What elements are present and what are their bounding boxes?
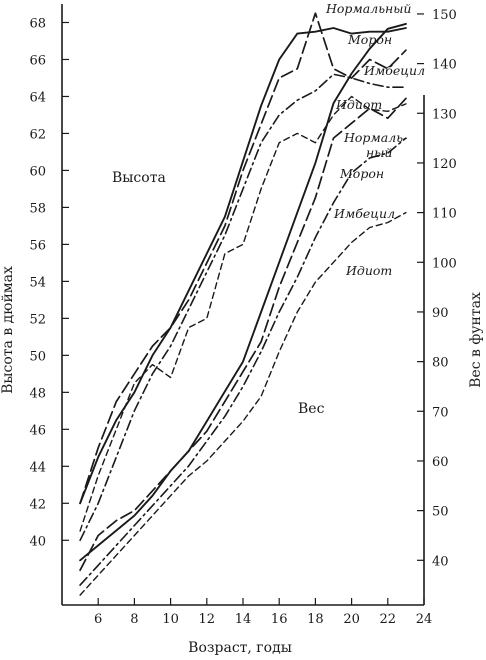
left-tick-label: 50 [29, 349, 46, 364]
right-tick-label: 50 [432, 505, 449, 520]
left-axis-ticks: 40 42 44 46 48 50 52 54 56 58 60 62 64 66 68 [29, 16, 69, 549]
left-tick-label: 42 [29, 497, 46, 512]
weight-series-line-1 [79, 97, 407, 572]
left-tick-label: 44 [29, 460, 46, 475]
x-tick-label: 20 [343, 612, 360, 627]
right-tick-label: 110 [432, 207, 457, 222]
group-label-height: Высота [112, 170, 166, 186]
weight-series-label: Нормаль-ный [343, 130, 407, 160]
right-tick-label: 140 [432, 58, 457, 73]
x-tick-label: 18 [307, 612, 324, 627]
left-tick-label: 66 [29, 53, 46, 68]
height-series-label: Морон [347, 32, 392, 47]
group-label-weight: Вес [298, 401, 325, 417]
right-tick-label: 120 [432, 157, 457, 172]
x-axis-ticks: 6 8 10 12 14 16 18 20 22 24 [94, 598, 432, 627]
x-tick-label: 16 [271, 612, 288, 627]
weight-series-label: Идиот [345, 263, 392, 278]
x-tick-label: 8 [130, 612, 138, 627]
left-tick-label: 58 [29, 201, 46, 216]
x-axis-label: Возраст, годы [188, 640, 292, 656]
right-axis-label: Вес в фунтах [468, 292, 484, 388]
left-tick-label: 54 [29, 275, 46, 290]
right-tick-label: 150 [432, 8, 457, 23]
weight-series-line-3 [79, 211, 407, 596]
x-tick-label: 22 [380, 612, 397, 627]
left-tick-label: 48 [29, 386, 46, 401]
right-tick-label: 90 [432, 306, 449, 321]
height-series-label: Идиот [335, 97, 382, 112]
height-series-line-1 [79, 12, 407, 505]
x-tick-label: 12 [199, 612, 216, 627]
height-series-line-2 [79, 73, 407, 542]
series-labels: Нормальный Морон Имбецил Идиот Нормаль-ный Мо… [325, 1, 425, 278]
right-tick-label: 70 [432, 405, 449, 420]
right-tick-label: 80 [432, 356, 449, 371]
right-tick-label: 100 [432, 256, 457, 271]
weight-series-line-0 [79, 22, 407, 562]
height-series-group [79, 12, 407, 542]
weight-series-label: Морон [339, 166, 384, 181]
height-series-label: Имбецил [363, 63, 425, 78]
left-tick-label: 56 [29, 238, 46, 253]
height-series-line-0 [79, 27, 407, 505]
weight-series-label: Имбецил [333, 206, 395, 221]
weight-series-group [79, 22, 407, 596]
right-tick-label: 40 [432, 554, 449, 569]
weight-series-line-2 [79, 137, 407, 586]
left-tick-label: 60 [29, 164, 46, 179]
left-tick-label: 40 [29, 534, 46, 549]
height-series-line-3 [79, 95, 407, 532]
left-tick-label: 64 [29, 90, 46, 105]
right-tick-label: 130 [432, 107, 457, 122]
x-tick-label: 6 [94, 612, 102, 627]
left-axis-label: Высота в дюймах [0, 266, 16, 394]
x-tick-label: 14 [235, 612, 252, 627]
left-tick-label: 68 [29, 16, 46, 31]
left-tick-label: 46 [29, 423, 46, 438]
left-tick-label: 52 [29, 312, 46, 327]
axes [61, 4, 425, 606]
height-series-label: Нормальный [325, 1, 411, 16]
x-tick-label: 10 [162, 612, 179, 627]
right-axis-ticks: 40 50 60 70 80 90 100 110 120 130 140 150 [417, 8, 457, 569]
x-tick-label: 24 [416, 612, 433, 627]
left-tick-label: 62 [29, 127, 46, 142]
right-tick-label: 60 [432, 455, 449, 470]
